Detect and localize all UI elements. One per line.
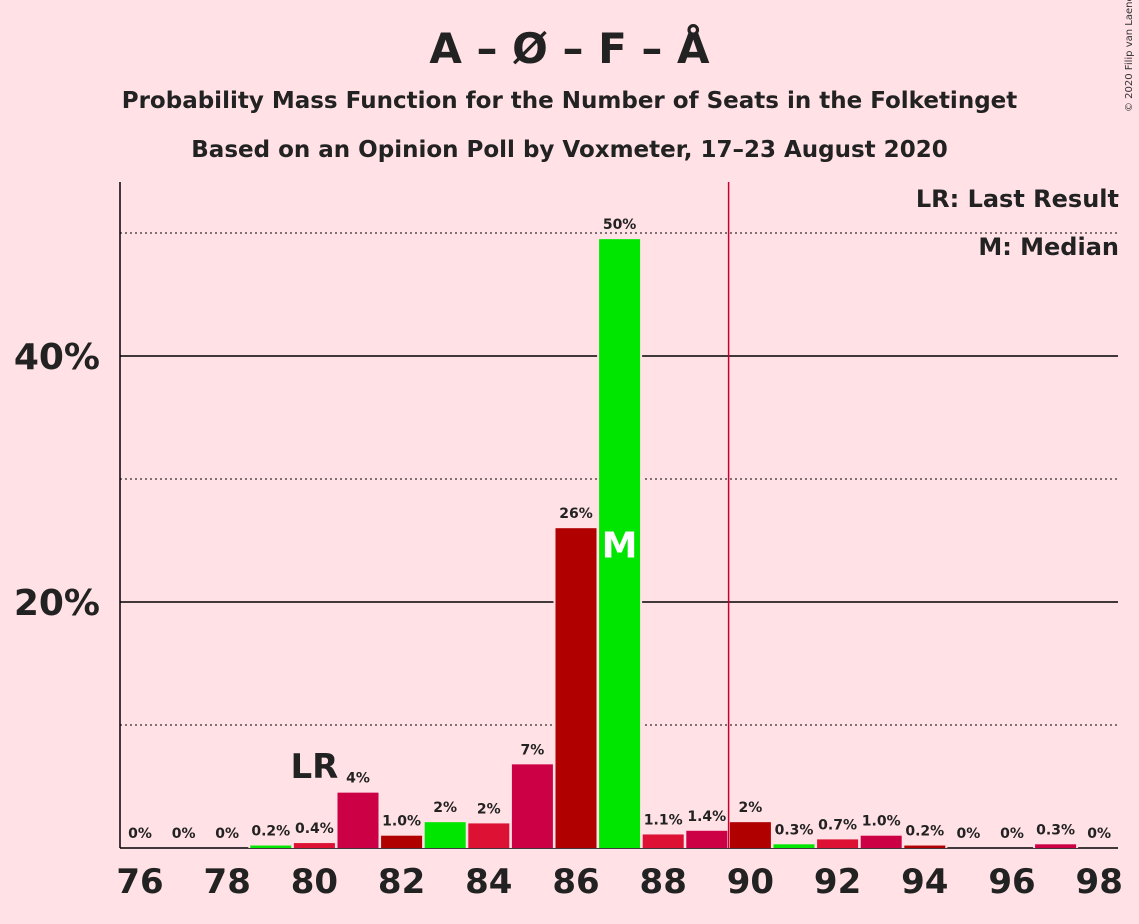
bar-value-label: 0% [128,826,152,842]
bar-seat-89 [686,830,728,848]
bar-seat-91 [773,844,815,848]
x-tick-label: 78 [204,862,251,902]
bar-seat-83 [424,822,466,848]
chart-subtitle: Probability Mass Function for the Number… [121,88,1018,114]
bar-value-label: 2% [433,800,457,816]
x-tick-label: 88 [640,862,687,902]
bar-value-label: 1.4% [687,809,726,825]
bar-value-label: 7% [521,742,545,758]
bar-seat-82 [381,835,423,848]
bar-seat-93 [860,835,902,848]
bar-value-label: 0% [215,826,239,842]
x-tick-label: 98 [1076,862,1123,902]
x-tick-label: 96 [988,862,1035,902]
last-result-marker: LR [290,747,338,787]
bar-value-label: 0.2% [251,824,290,840]
bar-value-label: 0.4% [295,821,334,837]
bar-seat-87 [599,239,641,848]
x-tick-label: 82 [378,862,425,902]
bar-seat-94 [904,845,946,848]
bar-seat-97 [1035,844,1077,848]
bar-value-label: 4% [346,771,370,787]
x-tick-label: 80 [291,862,338,902]
x-tick-label: 94 [901,862,948,902]
x-tick-label: 76 [116,862,163,902]
chart-source-line: Based on an Opinion Poll by Voxmeter, 17… [191,137,948,163]
bar-seat-86 [555,528,597,848]
bar-value-label: 2% [477,801,501,817]
bar-seat-85 [511,764,553,848]
bar-value-label: 1.0% [382,814,421,830]
bar-value-label: 1.0% [862,814,901,830]
x-tick-label: 86 [552,862,599,902]
bar-value-label: 2% [739,800,763,816]
bar-value-label: 26% [559,506,593,522]
bar-value-label: 0% [1000,826,1024,842]
legend-last-result: LR: Last Result [915,185,1119,213]
chart-title: A – Ø – F – Å [429,24,710,73]
bar-value-label: 50% [603,217,637,233]
bar-seat-80 [293,843,335,848]
bar-value-label: 0.3% [1036,822,1075,838]
bar-value-label: 0% [1087,826,1111,842]
bar-value-label: 0% [957,826,981,842]
x-tick-label: 90 [727,862,774,902]
x-tick-label: 92 [814,862,861,902]
y-tick-label: 40% [14,337,100,378]
median-marker: M [602,526,638,567]
legend-median: M: Median [978,233,1119,261]
bar-value-label: 0.7% [818,817,857,833]
bar-value-label: 0.2% [905,824,944,840]
bar-value-label: 1.1% [644,812,683,828]
bar-seat-79 [250,845,292,848]
bar-seat-90 [729,822,771,848]
bar-seat-84 [468,823,510,848]
bar-seat-81 [337,792,379,848]
x-tick-label: 84 [465,862,512,902]
y-tick-label: 20% [14,583,100,624]
bar-value-label: 0.3% [775,822,814,838]
bar-seat-92 [817,839,859,848]
bar-value-label: 0% [172,826,196,842]
bar-seat-88 [642,834,684,848]
